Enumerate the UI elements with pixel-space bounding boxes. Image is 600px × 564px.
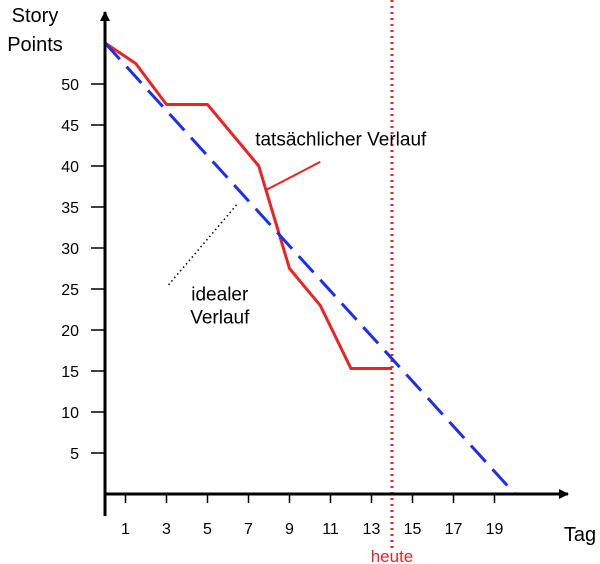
actual-burndown-line — [104, 41, 392, 371]
x-tick-label: 7 — [244, 521, 253, 538]
axes-layer — [100, 11, 569, 516]
annotation-label-1: idealer Verlauf — [190, 284, 250, 328]
x-tick-label: 9 — [285, 521, 294, 538]
today-marker-layer: heute — [371, 0, 414, 564]
y-tick-label: 40 — [61, 159, 79, 176]
label-layer: Story Points Tag — [7, 5, 596, 546]
annotation-pointer-0 — [264, 161, 321, 192]
x-tick-label: 19 — [486, 521, 504, 538]
y-tick-label: 35 — [61, 200, 79, 217]
y-tick-label: 5 — [70, 446, 79, 463]
y-tick-label: 30 — [61, 241, 79, 258]
y-tick-label: 50 — [61, 77, 79, 94]
x-tick-label: 13 — [363, 521, 381, 538]
x-tick-label: 5 — [203, 521, 212, 538]
ideal-burndown-line — [103, 41, 517, 496]
y-tick-label: 25 — [61, 282, 79, 299]
series-layer — [103, 41, 517, 496]
y-tick-label: 20 — [61, 323, 79, 340]
y-tick-label: 10 — [61, 405, 79, 422]
y-tick-label: 45 — [61, 118, 79, 135]
x-tick-label: 11 — [322, 521, 339, 538]
x-axis-title: Tag — [564, 524, 596, 546]
annotation-pointer-1 — [167, 202, 239, 286]
annotation-layer: tatsächlicher Verlauf idealer Verlauf — [167, 130, 427, 328]
annotation-label-0: tatsächlicher Verlauf — [255, 130, 427, 151]
today-marker-label: heute — [371, 547, 414, 564]
y-tick-label: 15 — [61, 364, 79, 381]
x-tick-label: 15 — [404, 521, 422, 538]
x-tick-label: 17 — [445, 521, 463, 538]
x-tick-label: 1 — [121, 521, 130, 538]
y-axis-title: Story Points — [7, 5, 63, 56]
x-tick-label: 3 — [162, 521, 171, 538]
